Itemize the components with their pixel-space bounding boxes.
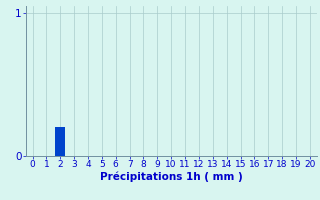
Bar xyxy=(55,127,65,156)
X-axis label: Précipitations 1h ( mm ): Précipitations 1h ( mm ) xyxy=(100,172,243,182)
